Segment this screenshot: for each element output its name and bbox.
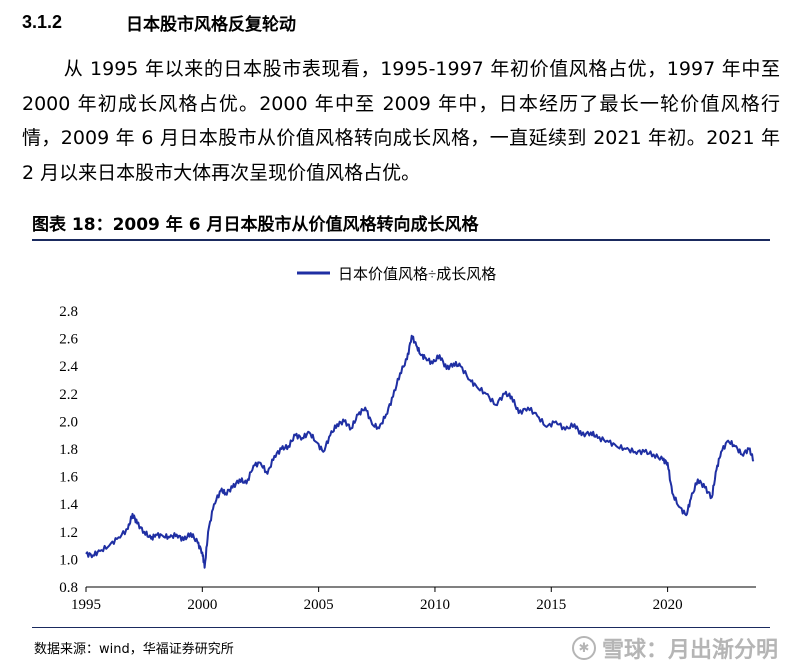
y-tick-label: 2.2 — [59, 387, 78, 403]
x-tick-label: 2005 — [304, 597, 334, 613]
x-tick-label: 2020 — [653, 597, 683, 613]
caption-rule — [32, 239, 770, 241]
chart-legend: 日本价值风格÷成长风格 — [297, 266, 496, 283]
y-tick-label: 1.4 — [59, 497, 78, 513]
source-note: 数据来源：wind，华福证券研究所 — [34, 642, 234, 657]
y-tick-label: 1.8 — [59, 442, 78, 458]
body-paragraph: 从 1995 年以来的日本股市表现看，1995-1997 年初价值风格占优，19… — [22, 58, 780, 184]
section-heading: 3.1.2 日本股市风格反复轮动 — [22, 8, 296, 36]
legend-label: 日本价值风格÷成长风格 — [338, 266, 496, 283]
x-tick-label: 2000 — [187, 597, 217, 613]
section-number: 3.1.2 — [22, 11, 63, 32]
section-title: 日本股市风格反复轮动 — [126, 14, 296, 35]
y-tick-label: 2.0 — [59, 414, 78, 430]
source-rule — [32, 627, 770, 628]
watermark: ✱ 雪球：月出渐分明 — [571, 632, 778, 664]
x-tick-label: 2015 — [536, 597, 566, 613]
y-tick-label: 1.2 — [59, 525, 78, 541]
figure-caption: 图表 18：2009 年 6 月日本股市从价值风格转向成长风格 — [32, 215, 479, 235]
y-tick-label: 1.0 — [59, 552, 78, 568]
series-line — [85, 334, 755, 569]
line-chart: 日本价值风格÷成长风格 0.8 1.0 1.2 1.4 1.6 1.8 2.0 2.2 2.4 2… — [59, 266, 756, 613]
y-tick-label: 0.8 — [59, 580, 78, 596]
x-tick-label: 2010 — [420, 597, 450, 613]
y-tick-label: 1.6 — [59, 470, 78, 486]
snowball-icon: ✱ — [571, 636, 596, 660]
y-axis: 0.8 1.0 1.2 1.4 1.6 1.8 2.0 2.2 2.4 2.6 2.8 — [59, 304, 78, 596]
series-group — [85, 334, 755, 569]
y-tick-label: 2.8 — [59, 304, 78, 320]
watermark-text: 雪球：月出渐分明 — [601, 638, 778, 663]
x-axis: 1995 2000 2005 2010 2015 2020 — [71, 586, 756, 613]
x-tick-label: 1995 — [71, 597, 101, 613]
y-tick-label: 2.6 — [59, 332, 78, 348]
y-tick-label: 2.4 — [59, 359, 78, 375]
